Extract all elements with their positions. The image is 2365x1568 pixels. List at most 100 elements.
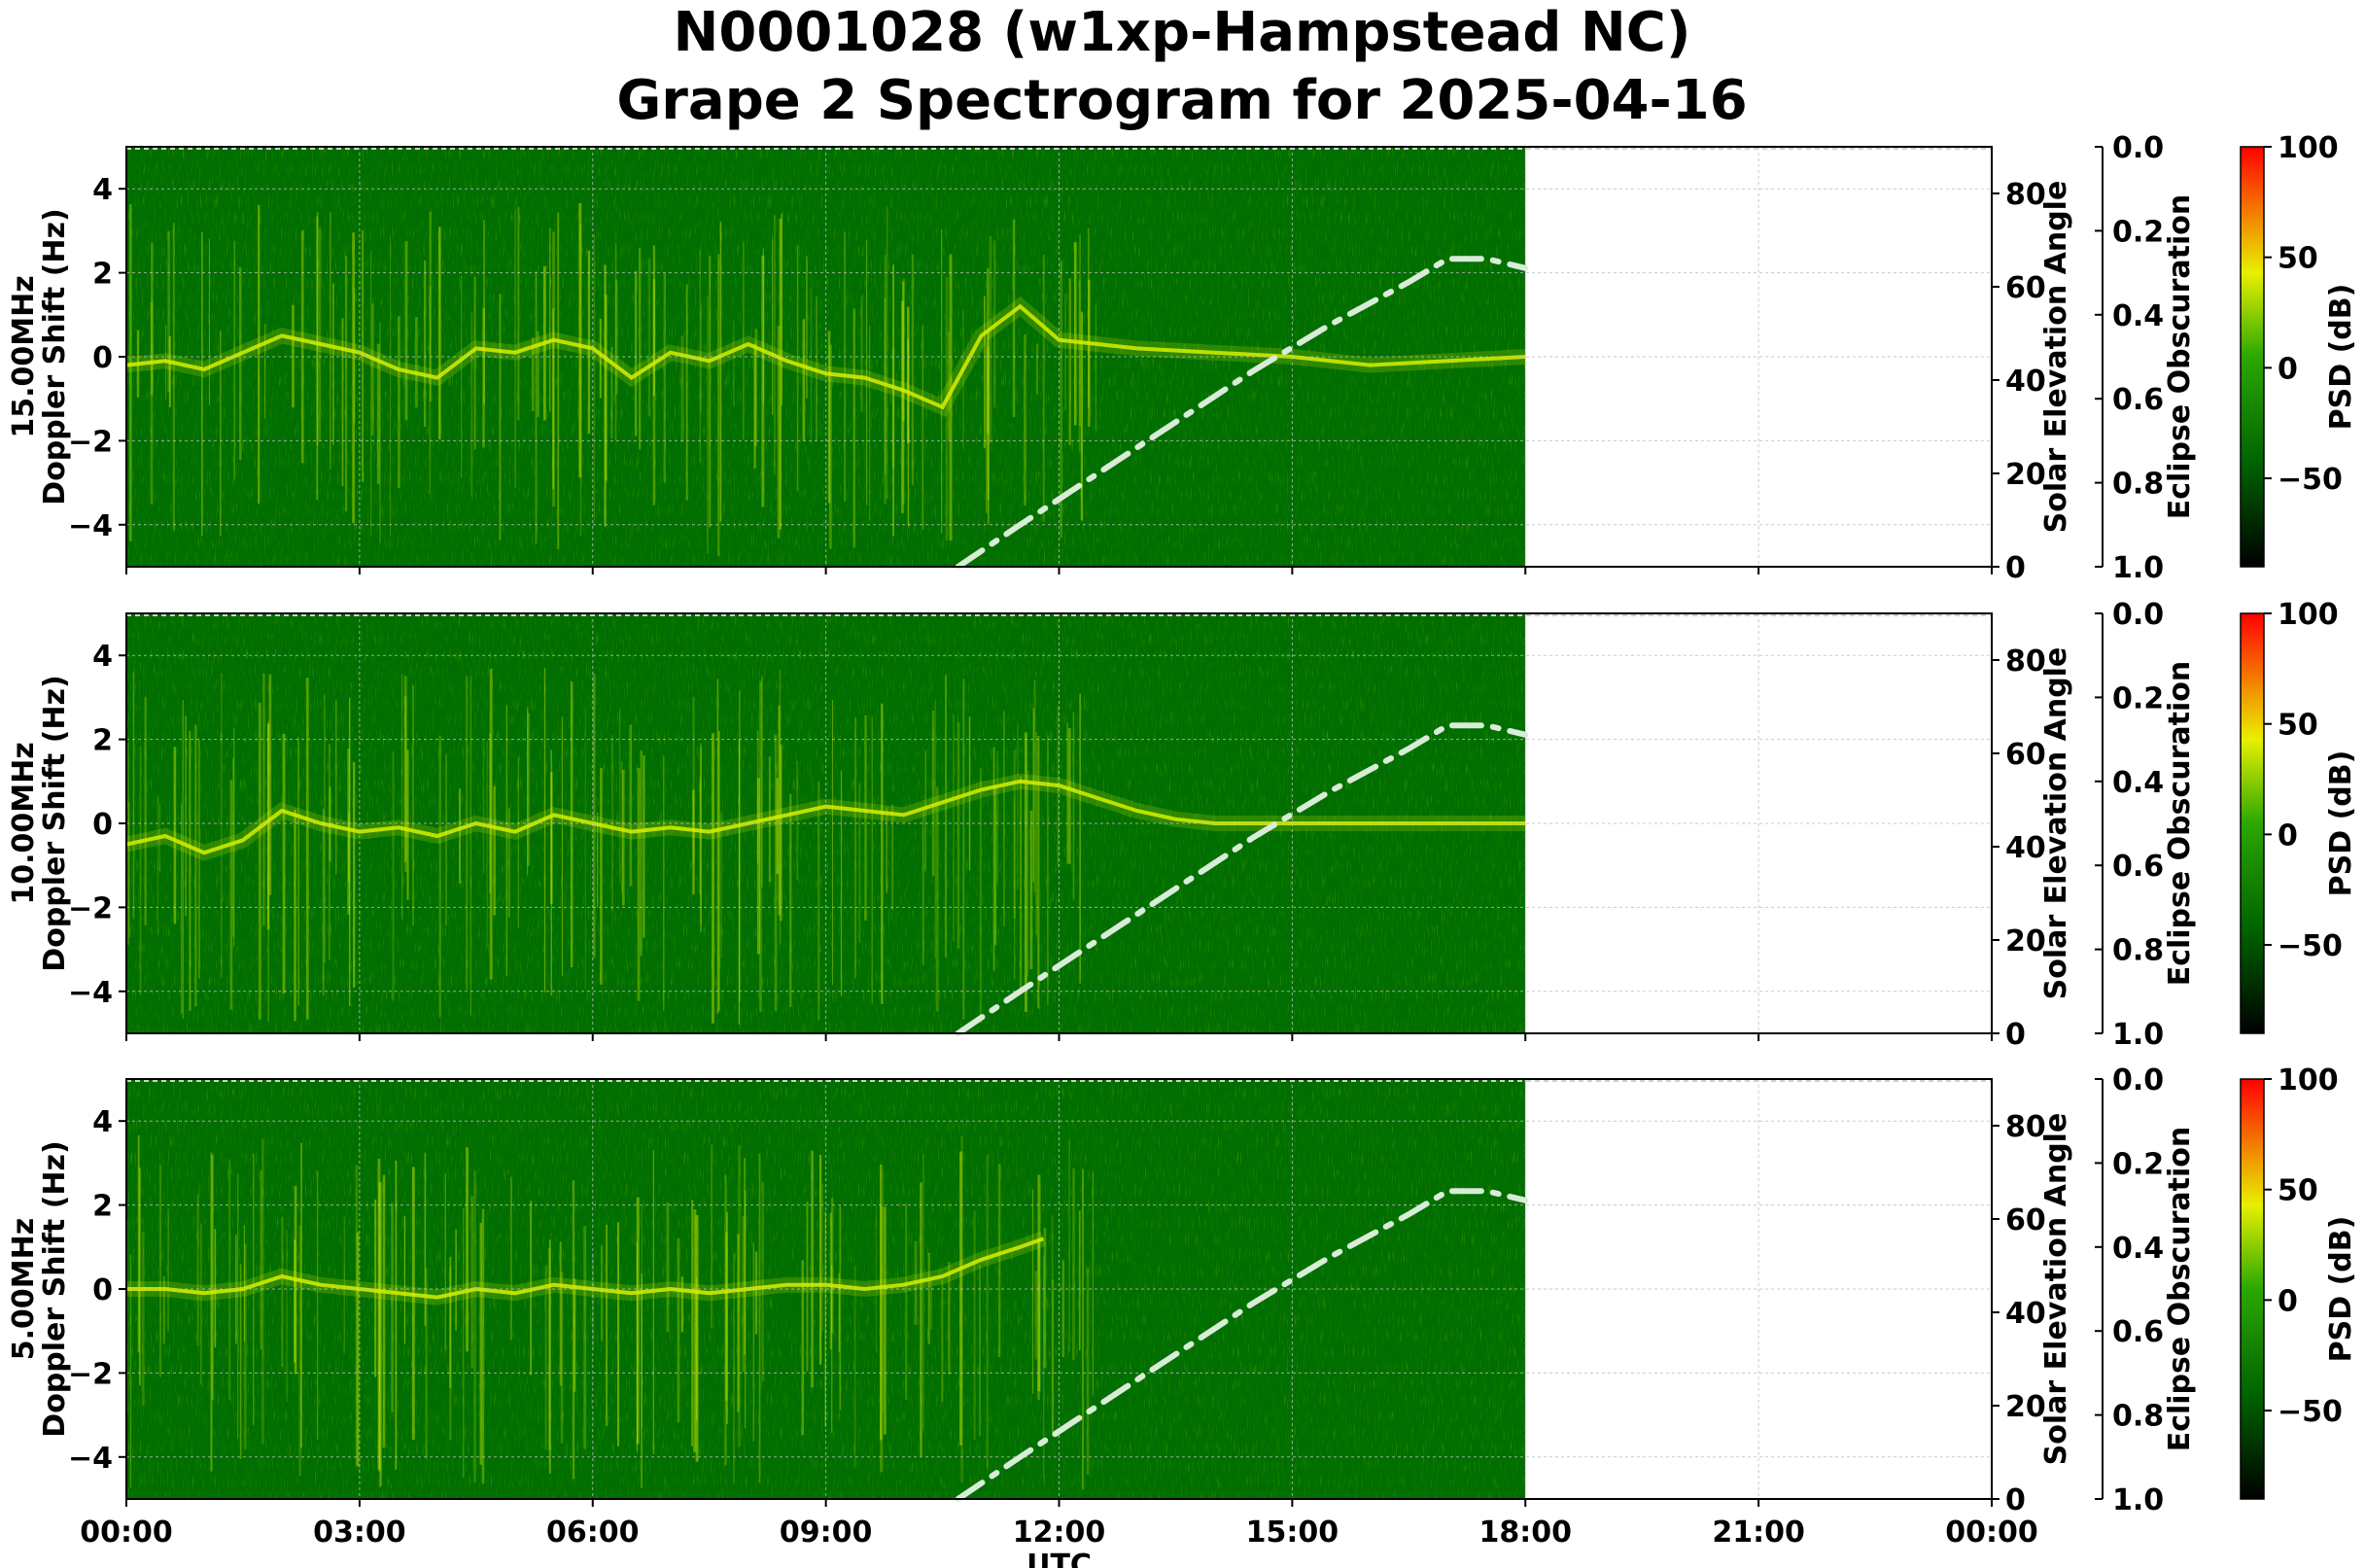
colorbar-axis-label: PSD (dB) [2324, 284, 2358, 431]
colorbar [2240, 146, 2265, 568]
colorbar-tick-label: −50 [2278, 929, 2343, 963]
eclipse-axis-label: Eclipse Obscuration [2163, 194, 2197, 520]
y-tick-label: −4 [68, 509, 113, 543]
eclipse-tick-label: 0.8 [2112, 468, 2164, 502]
x-axis-label: UTC [1026, 1549, 1092, 1568]
y-tick-label: 0 [92, 1273, 113, 1307]
y-tick-label: −2 [68, 891, 113, 925]
eclipse-tick-label: 0.8 [2112, 934, 2164, 968]
doppler-trace [125, 303, 1526, 410]
eclipse-tick-label: 1.0 [2112, 1483, 2164, 1517]
eclipse-tick-label: 0.2 [2112, 1147, 2164, 1181]
y-tick-label: 4 [92, 1105, 113, 1139]
doppler-trace-spread [124, 773, 1526, 861]
y-tick-label: 2 [92, 724, 113, 758]
solar-elevation-axis-label: Solar Elevation Angle [2039, 647, 2073, 1000]
solar-elevation-axis-label: Solar Elevation Angle [2039, 181, 2073, 534]
eclipse-tick-label: 0.0 [2112, 1063, 2164, 1098]
y-tick-label: −2 [68, 425, 113, 459]
colorbar-tick-label: 0 [2278, 1284, 2298, 1318]
y-axis-label: Doppler Shift (Hz) [38, 675, 72, 971]
y-tick-label: 4 [92, 173, 113, 207]
eclipse-axis-label: Eclipse Obscuration [2163, 661, 2197, 987]
elevation-tick-label: 0 [2005, 1483, 2026, 1517]
colorbar [2240, 1078, 2265, 1500]
figure-title-line2: Grape 2 Spectrogram for 2025-04-16 [616, 69, 1747, 132]
x-tick-label: 06:00 [546, 1516, 640, 1550]
elevation-tick-label: 80 [2005, 178, 2046, 212]
solar-elevation-curve [955, 256, 1529, 570]
eclipse-tick-label: 0.6 [2112, 383, 2164, 417]
solar-elevation-axis-label: Solar Elevation Angle [2039, 1113, 2073, 1466]
x-tick-label: 03:00 [313, 1516, 406, 1550]
colorbar-tick-label: −50 [2278, 1395, 2343, 1429]
eclipse-tick-label: 0.6 [2112, 1315, 2164, 1349]
colorbar-tick-label: 50 [2278, 242, 2318, 276]
colorbar-tick-label: 50 [2278, 1174, 2318, 1208]
y-tick-label: −4 [68, 1442, 113, 1476]
eclipse-tick-label: 1.0 [2112, 551, 2164, 585]
panel-frequency-label: 15.00MHz [7, 275, 41, 437]
elevation-tick-label: 60 [2005, 1203, 2046, 1237]
y-tick-label: 4 [92, 640, 113, 674]
elevation-tick-label: 40 [2005, 1297, 2046, 1331]
y-tick-label: −4 [68, 976, 113, 1010]
panel-frequency-label: 10.00MHz [7, 742, 41, 904]
eclipse-tick-label: 0.6 [2112, 850, 2164, 884]
x-tick-label: 21:00 [1712, 1516, 1805, 1550]
x-tick-label: 15:00 [1246, 1516, 1339, 1550]
elevation-tick-label: 80 [2005, 1110, 2046, 1144]
panel-frequency-label: 5.00MHz [7, 1218, 41, 1360]
colorbar-tick-label: 100 [2278, 1063, 2339, 1098]
eclipse-axis-label: Eclipse Obscuration [2163, 1127, 2197, 1452]
y-axis-label: Doppler Shift (Hz) [38, 1140, 72, 1437]
y-axis-label: Doppler Shift (Hz) [38, 208, 72, 505]
colorbar-tick-label: 0 [2278, 819, 2298, 853]
elevation-tick-label: 60 [2005, 738, 2046, 772]
colorbar-tick-label: 100 [2278, 598, 2339, 632]
y-tick-label: 2 [92, 1190, 113, 1224]
elevation-tick-label: 0 [2005, 551, 2026, 585]
colorbar-axis-label: PSD (dB) [2324, 750, 2358, 897]
colorbar-tick-label: 100 [2278, 131, 2339, 165]
elevation-tick-label: 0 [2005, 1018, 2026, 1052]
eclipse-tick-label: 0.2 [2112, 215, 2164, 249]
colorbar-axis-label: PSD (dB) [2324, 1216, 2358, 1363]
elevation-tick-label: 20 [2005, 924, 2046, 958]
elevation-tick-label: 20 [2005, 1390, 2046, 1424]
eclipse-tick-label: 0.0 [2112, 598, 2164, 632]
colorbar [2240, 612, 2265, 1034]
colorbar-tick-label: 50 [2278, 709, 2318, 743]
elevation-tick-label: 20 [2005, 458, 2046, 492]
eclipse-tick-label: 0.8 [2112, 1400, 2164, 1434]
y-tick-label: 0 [92, 808, 113, 842]
solar-elevation-curve [955, 722, 1529, 1036]
x-tick-label: 18:00 [1479, 1516, 1573, 1550]
eclipse-tick-label: 0.4 [2112, 766, 2164, 800]
x-tick-label: 00:00 [1945, 1516, 2038, 1550]
doppler-trace [125, 779, 1526, 855]
elevation-tick-label: 40 [2005, 831, 2046, 865]
x-tick-label: 09:00 [780, 1516, 873, 1550]
y-tick-label: −2 [68, 1357, 113, 1391]
elevation-tick-label: 40 [2005, 365, 2046, 399]
y-tick-label: 2 [92, 258, 113, 292]
solar-elevation-curve [955, 1188, 1529, 1502]
eclipse-tick-label: 1.0 [2112, 1018, 2164, 1052]
x-tick-label: 12:00 [1013, 1516, 1106, 1550]
colorbar-tick-label: −50 [2278, 463, 2343, 497]
figure-title-line1: N0001028 (w1xp-Hampstead NC) [674, 1, 1691, 64]
eclipse-tick-label: 0.2 [2112, 681, 2164, 715]
elevation-tick-label: 80 [2005, 645, 2046, 679]
elevation-tick-label: 60 [2005, 271, 2046, 305]
eclipse-tick-label: 0.4 [2112, 299, 2164, 333]
eclipse-tick-label: 0.0 [2112, 131, 2164, 165]
y-tick-label: 0 [92, 341, 113, 375]
x-tick-label: 00:00 [80, 1516, 173, 1550]
doppler-trace-spread [125, 296, 1526, 418]
colorbar-tick-label: 0 [2278, 352, 2298, 386]
